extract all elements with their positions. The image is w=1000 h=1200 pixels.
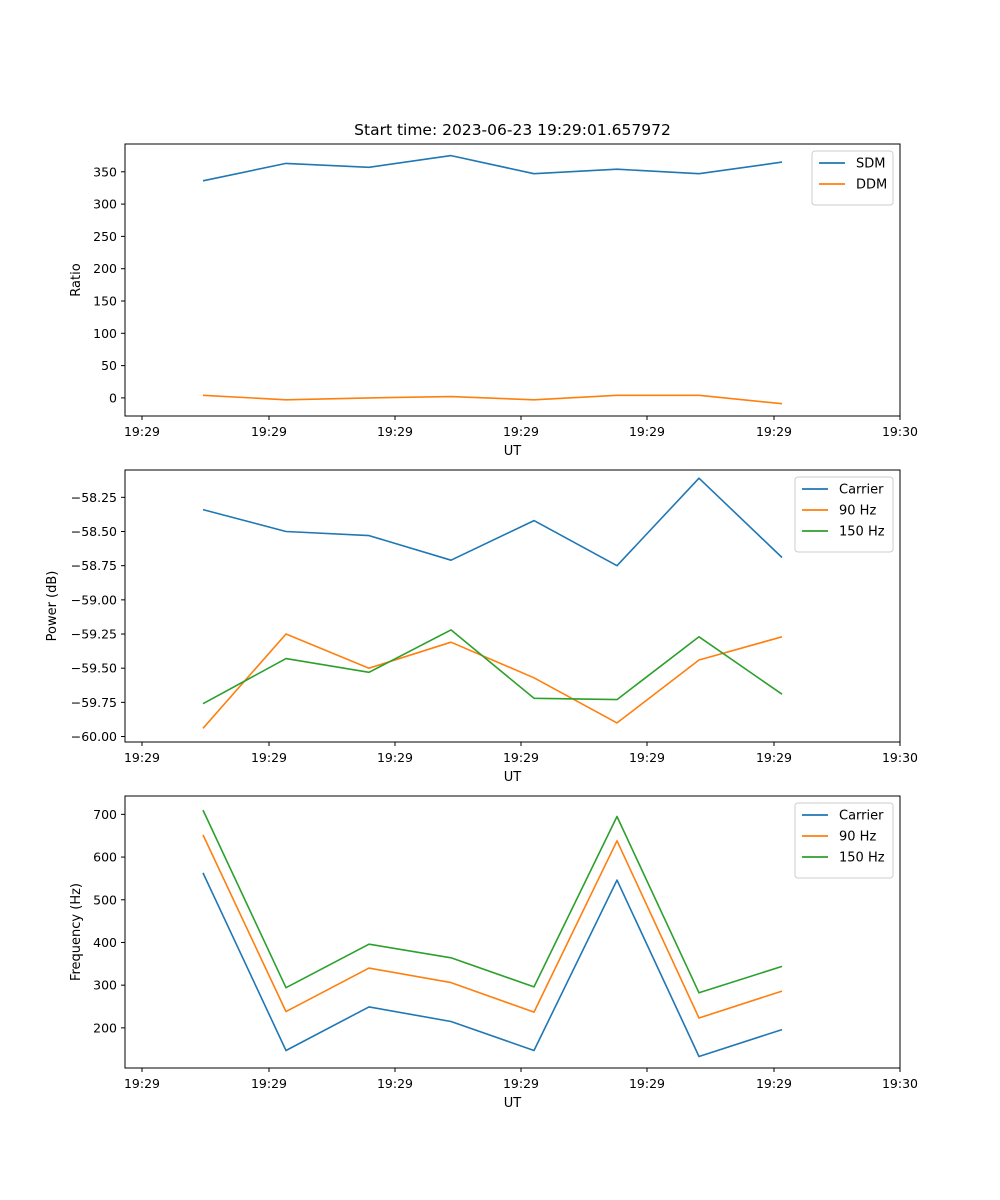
- legend: Carrier 90 Hz 150 Hz: [794, 802, 894, 879]
- x-tick-label: 19:29: [756, 1076, 792, 1091]
- y-tick-label: 50: [101, 358, 117, 373]
- chart-title: Start time: 2023-06-23 19:29:01.657972: [354, 121, 671, 139]
- legend-label: Carrier: [839, 483, 884, 498]
- y-tick-label: −59.25: [71, 627, 117, 642]
- y-tick-label: −59.75: [71, 695, 117, 710]
- legend-label: SDM: [856, 157, 885, 172]
- x-tick-label: 19:29: [377, 750, 413, 765]
- series-line-90-hz: [202, 633, 783, 729]
- x-tick-label: 19:29: [377, 424, 413, 439]
- x-tick-label: 19:29: [629, 1076, 665, 1091]
- x-tick-label: 19:29: [377, 1076, 413, 1091]
- y-tick-label: 500: [93, 892, 117, 907]
- legend-label: 150 Hz: [839, 851, 885, 866]
- y-tick-label: 200: [93, 1020, 117, 1035]
- y-tick-label: 600: [93, 850, 117, 865]
- y-axis-label: Power (dB): [45, 571, 60, 642]
- chart-panel-2: −60.00 −59.75 −59.50 −59.25 −59.00 −58.75 −58.…: [45, 469, 918, 785]
- series-line-90-hz: [202, 834, 783, 1019]
- plot-frame: [124, 469, 901, 743]
- x-tick-label: 19:29: [756, 750, 792, 765]
- series-line-150-hz: [202, 629, 783, 705]
- y-tick-label: 700: [93, 807, 117, 822]
- y-tick-label: 350: [93, 164, 117, 179]
- chart-panel-1: Start time: 2023-06-23 19:29:01.657972 0 5…: [69, 121, 918, 459]
- y-tick-label: −58.25: [71, 490, 117, 505]
- x-tick-label: 19:30: [882, 750, 918, 765]
- y-tick-label: 200: [93, 261, 117, 276]
- x-tick-label: 19:29: [503, 1076, 539, 1091]
- x-tick-label: 19:30: [882, 424, 918, 439]
- legend-box: [794, 476, 894, 553]
- series-line-150-hz: [202, 809, 783, 994]
- x-axis-label: UT: [504, 770, 522, 785]
- panels: Start time: 2023-06-23 19:29:01.657972 0 5…: [45, 121, 918, 1111]
- x-tick-label: 19:29: [629, 750, 665, 765]
- x-tick-label: 19:29: [503, 750, 539, 765]
- y-tick-label: −59.00: [71, 592, 117, 607]
- x-axis-label: UT: [504, 444, 522, 459]
- legend-box: [794, 802, 894, 879]
- y-tick-label: 300: [93, 978, 117, 993]
- plot-frame: [124, 143, 901, 417]
- legend: SDM DDM: [811, 150, 894, 206]
- x-tick-label: 19:29: [503, 424, 539, 439]
- x-tick-label: 19:29: [251, 424, 287, 439]
- y-tick-label: 400: [93, 935, 117, 950]
- y-tick-label: −58.50: [71, 524, 117, 539]
- series-line-carrier: [202, 872, 783, 1058]
- x-axis-label: UT: [504, 1096, 522, 1111]
- x-tick-label: 19:29: [629, 424, 665, 439]
- y-tick-label: 0: [109, 390, 117, 405]
- legend-box: [811, 150, 894, 206]
- x-tick-label: 19:29: [756, 424, 792, 439]
- x-tick-label: 19:30: [882, 1076, 918, 1091]
- y-axis-label: Ratio: [69, 263, 84, 296]
- legend-label: Carrier: [839, 809, 884, 824]
- y-tick-label: −59.50: [71, 661, 117, 676]
- y-tick-label: 300: [93, 197, 117, 212]
- x-tick-label: 19:29: [124, 424, 160, 439]
- x-tick-label: 19:29: [251, 750, 287, 765]
- y-tick-label: 100: [93, 326, 117, 341]
- legend-label: DDM: [856, 178, 887, 193]
- y-tick-label: −60.00: [71, 729, 117, 744]
- chart-panel-3: 200 300 400 500 600 700 19:29 19:29 19:29 19:29 19…: [69, 795, 918, 1111]
- series-line-ddm: [202, 394, 783, 405]
- legend-label: 90 Hz: [839, 830, 876, 845]
- legend-label: 90 Hz: [839, 504, 876, 519]
- x-tick-label: 19:29: [251, 1076, 287, 1091]
- x-tick-label: 19:29: [124, 750, 160, 765]
- x-tick-label: 19:29: [124, 1076, 160, 1091]
- plot-frame: [124, 795, 901, 1069]
- series-line-sdm: [202, 154, 783, 182]
- legend: Carrier 90 Hz 150 Hz: [794, 476, 894, 553]
- y-axis-label: Frequency (Hz): [69, 883, 84, 981]
- y-tick-label: −58.75: [71, 558, 117, 573]
- y-tick-label: 250: [93, 229, 117, 244]
- series-line-carrier: [202, 477, 783, 567]
- y-tick-label: 150: [93, 293, 117, 308]
- legend-label: 150 Hz: [839, 525, 885, 540]
